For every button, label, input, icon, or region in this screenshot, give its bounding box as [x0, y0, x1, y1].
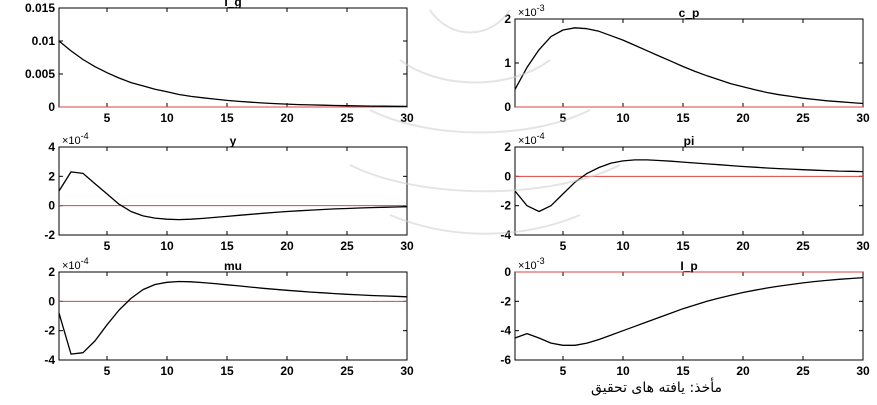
series-line — [58, 40, 408, 108]
y-tick-label: -2 — [500, 199, 511, 213]
axis-exponent: ×10-3 — [518, 3, 545, 19]
x-tick-label: 15 — [676, 364, 690, 378]
x-tick-label: 30 — [400, 111, 414, 125]
subplot-title: y — [230, 134, 237, 148]
series-line — [58, 280, 408, 355]
y-tick-label: 2 — [504, 12, 511, 26]
x-tick-label: 5 — [560, 111, 567, 125]
x-tick-label: 10 — [616, 111, 630, 125]
x-tick-label: 20 — [280, 111, 294, 125]
y-tick-label: 0 — [504, 265, 511, 279]
subplot-title: I_p — [680, 259, 697, 273]
axis-exponent: ×10-4 — [62, 131, 89, 147]
y-tick-label: -4 — [44, 353, 55, 367]
x-tick-label: 30 — [856, 364, 870, 378]
axis-exponent: ×10-4 — [62, 256, 89, 272]
x-tick-label: 15 — [220, 111, 234, 125]
x-tick-label: 25 — [796, 111, 810, 125]
y-tick-label: 0.015 — [25, 1, 55, 15]
x-tick-label: 20 — [736, 111, 750, 125]
x-tick-label: 25 — [796, 239, 810, 253]
x-tick-label: 20 — [736, 364, 750, 378]
axes-box — [58, 271, 408, 361]
series-line — [514, 27, 864, 105]
x-tick-label: 15 — [220, 239, 234, 253]
axis-exponent: ×10-3 — [518, 256, 545, 272]
axes-box — [58, 146, 408, 236]
x-tick-label: 10 — [160, 239, 174, 253]
y-tick-label: 1 — [504, 56, 511, 70]
axis-exponent: ×10-4 — [518, 131, 545, 147]
y-tick-label: 0.005 — [25, 67, 55, 81]
x-tick-label: 30 — [400, 364, 414, 378]
x-tick-label: 25 — [796, 364, 810, 378]
x-tick-label: 5 — [104, 239, 111, 253]
y-tick-label: 2 — [504, 140, 511, 154]
axes-box — [58, 7, 408, 108]
y-tick-label: 0.01 — [32, 34, 56, 48]
y-tick-label: -2 — [44, 324, 55, 338]
x-tick-label: 25 — [340, 239, 354, 253]
x-tick-label: 10 — [616, 239, 630, 253]
y-tick-label: -2 — [500, 294, 511, 308]
x-tick-label: 25 — [340, 111, 354, 125]
subplot-6: -6 -4 -2 0 5 10 15 20 25 30 I_p ×10-3 — [500, 256, 870, 378]
axes-box — [514, 18, 864, 108]
series-line — [58, 171, 408, 221]
subplot-3: -2 0 2 4 5 10 15 20 25 30 y ×10-4 — [44, 131, 414, 253]
axes-box — [514, 146, 864, 236]
series-line — [514, 276, 864, 346]
y-tick-label: -4 — [500, 228, 511, 242]
x-tick-label: 30 — [400, 239, 414, 253]
y-tick-label: 0 — [48, 199, 55, 213]
y-tick-label: 0 — [504, 100, 511, 114]
subplot-title: mu — [224, 259, 242, 273]
x-tick-label: 20 — [736, 239, 750, 253]
x-tick-label: 15 — [676, 111, 690, 125]
y-tick-label: 2 — [48, 265, 55, 279]
axis-exponent-power: -4 — [537, 131, 545, 141]
subplot-title: I_g — [224, 0, 241, 9]
y-tick-label: 0 — [48, 100, 55, 114]
x-tick-label: 20 — [280, 364, 294, 378]
y-tick-label: -6 — [500, 353, 511, 367]
x-tick-label: 15 — [220, 364, 234, 378]
axis-exponent-power: -4 — [81, 256, 89, 266]
y-tick-label: 0 — [48, 294, 55, 308]
axes-box — [514, 271, 864, 361]
subplot-title: c_p — [679, 6, 700, 20]
axis-exponent-power: -3 — [537, 3, 545, 13]
y-tick-label: 0 — [504, 169, 511, 183]
x-tick-label: 5 — [560, 239, 567, 253]
x-tick-label: 10 — [160, 364, 174, 378]
x-tick-label: 30 — [856, 111, 870, 125]
y-tick-label: 4 — [48, 140, 55, 154]
axis-exponent-power: -3 — [537, 256, 545, 266]
x-tick-label: 5 — [560, 364, 567, 378]
x-tick-label: 10 — [160, 111, 174, 125]
y-tick-label: -2 — [44, 228, 55, 242]
x-tick-label: 25 — [340, 364, 354, 378]
x-tick-label: 20 — [280, 239, 294, 253]
x-tick-label: 15 — [676, 239, 690, 253]
axis-exponent-power: -4 — [81, 131, 89, 141]
x-tick-label: 30 — [856, 239, 870, 253]
y-tick-label: -4 — [500, 324, 511, 338]
source-caption: مأخذ: یافته های تحقیق — [591, 380, 722, 396]
subplot-1: 0 0.005 0.01 0.015 5 10 15 20 25 30 I_g — [25, 0, 414, 125]
x-tick-label: 10 — [616, 364, 630, 378]
subplot-title: pi — [684, 134, 695, 148]
y-tick-label: 2 — [48, 169, 55, 183]
x-tick-label: 5 — [104, 364, 111, 378]
x-tick-label: 5 — [104, 111, 111, 125]
